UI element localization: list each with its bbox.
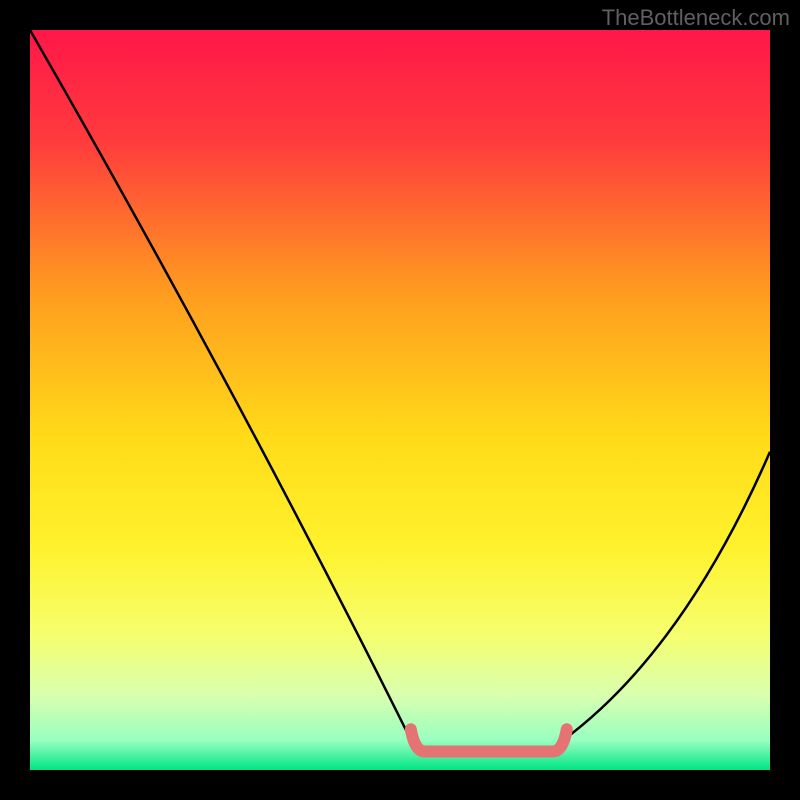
gradient-background — [30, 30, 770, 770]
watermark-text: TheBottleneck.com — [602, 5, 790, 31]
plot-svg — [30, 30, 770, 770]
bottleneck-chart: TheBottleneck.com — [0, 0, 800, 800]
